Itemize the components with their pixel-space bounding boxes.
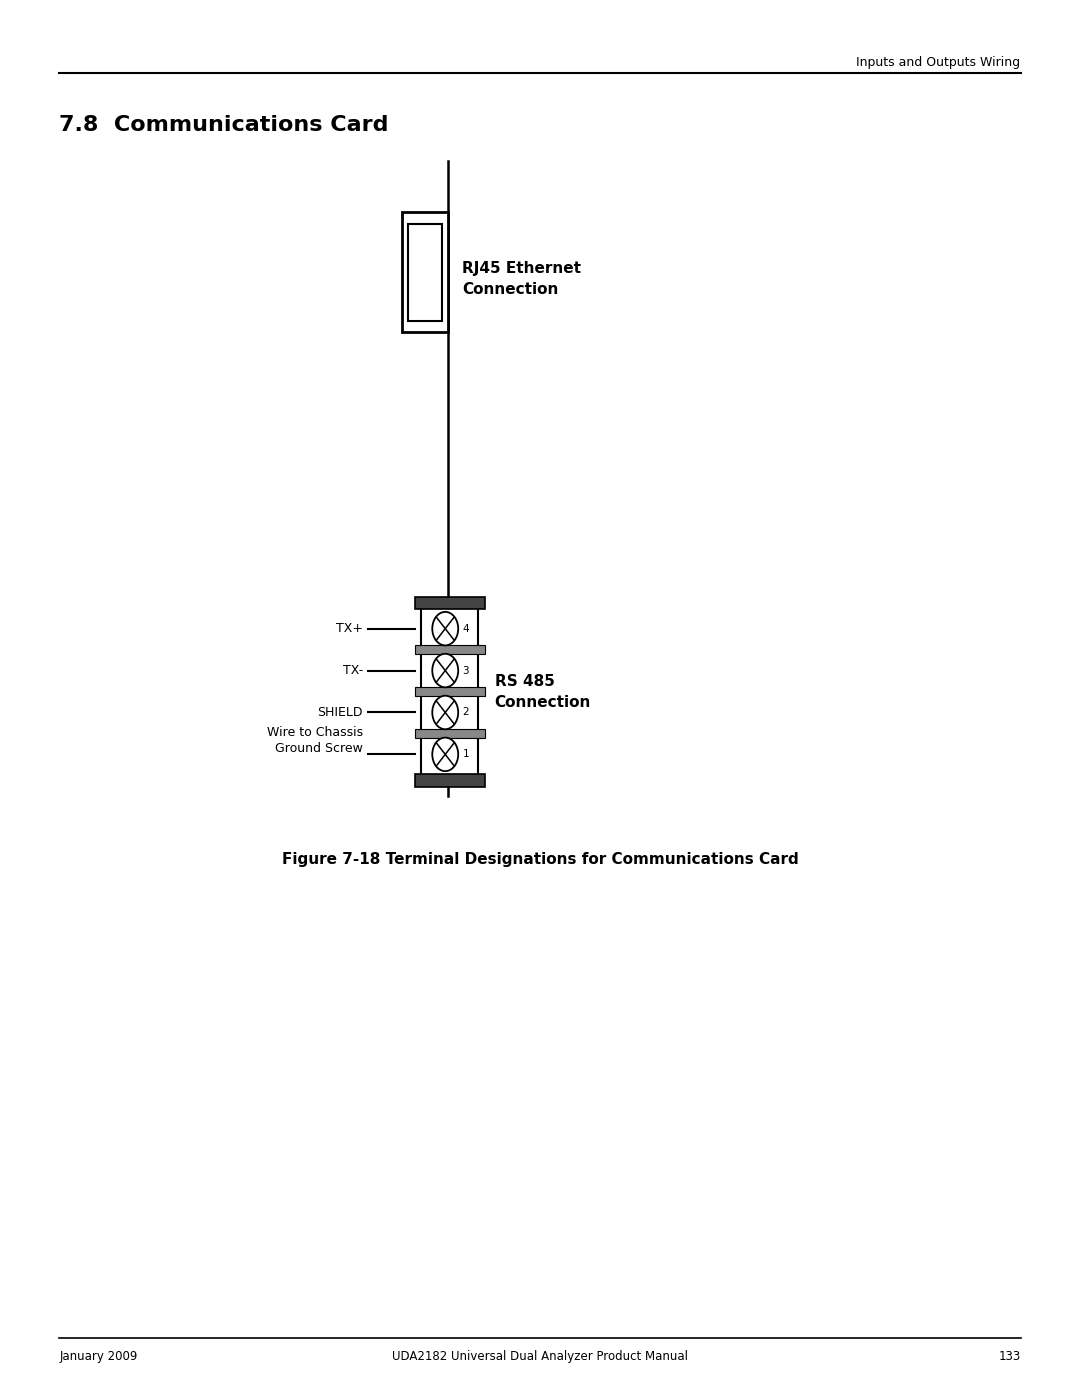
Text: 133: 133 <box>998 1350 1021 1362</box>
Circle shape <box>432 612 458 645</box>
Text: January 2009: January 2009 <box>59 1350 138 1362</box>
Text: SHIELD: SHIELD <box>318 705 363 719</box>
Circle shape <box>432 696 458 729</box>
Text: RJ45 Ethernet
Connection: RJ45 Ethernet Connection <box>462 261 581 298</box>
Text: Inputs and Outputs Wiring: Inputs and Outputs Wiring <box>856 56 1021 68</box>
Bar <box>415 597 485 609</box>
Text: TX+: TX+ <box>336 622 363 636</box>
Text: 1: 1 <box>462 749 469 760</box>
Bar <box>421 733 478 775</box>
Text: RS 485
Connection: RS 485 Connection <box>495 673 591 710</box>
Bar <box>402 212 448 332</box>
Text: 3: 3 <box>462 665 469 676</box>
Text: 7.8  Communications Card: 7.8 Communications Card <box>59 115 389 134</box>
Circle shape <box>432 738 458 771</box>
Bar <box>415 729 485 738</box>
Text: Figure 7-18 Terminal Designations for Communications Card: Figure 7-18 Terminal Designations for Co… <box>282 852 798 868</box>
Text: Wire to Chassis
Ground Screw: Wire to Chassis Ground Screw <box>267 726 363 754</box>
Bar <box>421 650 478 692</box>
Text: UDA2182 Universal Dual Analyzer Product Manual: UDA2182 Universal Dual Analyzer Product … <box>392 1350 688 1362</box>
Bar <box>421 692 478 733</box>
Bar <box>408 224 442 321</box>
Text: 4: 4 <box>462 623 469 634</box>
Text: TX-: TX- <box>342 664 363 678</box>
Circle shape <box>432 654 458 687</box>
Bar <box>415 687 485 696</box>
Bar <box>415 645 485 654</box>
Bar <box>421 608 478 650</box>
Text: 2: 2 <box>462 707 469 718</box>
Bar <box>415 774 485 787</box>
